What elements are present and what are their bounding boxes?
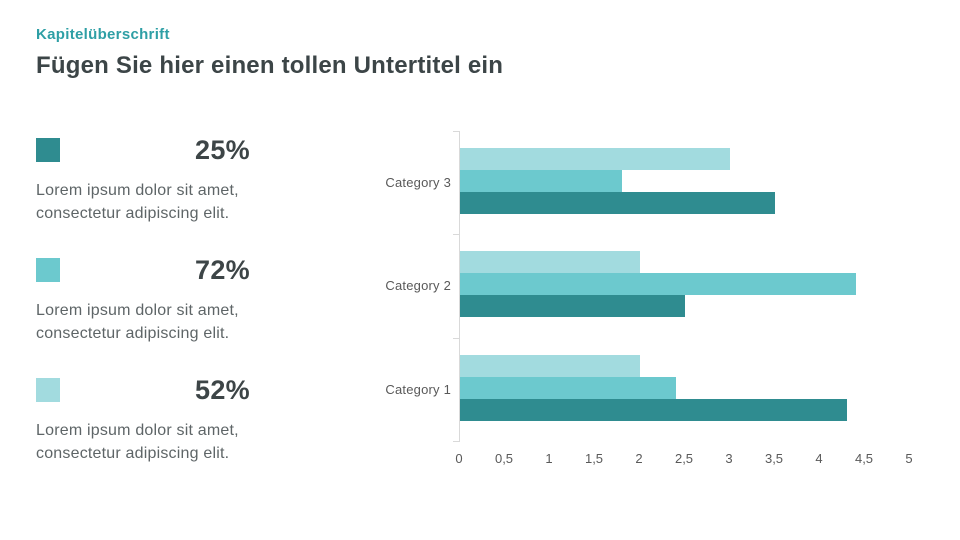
category-band: Category 1 bbox=[370, 338, 940, 441]
category-label: Category 3 bbox=[385, 175, 451, 190]
bar-series-light bbox=[460, 355, 640, 377]
category-band: Category 3 bbox=[370, 131, 940, 234]
stat-value: 25% bbox=[195, 135, 250, 165]
stat-description: Lorem ipsum dolor sit amet, consectetur … bbox=[36, 422, 239, 462]
bar-series-light bbox=[460, 251, 640, 273]
axis-tick-mark bbox=[453, 441, 460, 442]
value-axis-label: 2 bbox=[635, 451, 643, 466]
value-axis-label: 0 bbox=[455, 451, 463, 466]
value-axis-label: 4,5 bbox=[854, 451, 874, 466]
value-axis-label: 3 bbox=[725, 451, 733, 466]
axis-tick-mark bbox=[453, 131, 460, 132]
stat-description: Lorem ipsum dolor sit amet, consectetur … bbox=[36, 182, 239, 222]
stat-head: 25% bbox=[36, 135, 250, 165]
category-label: Category 1 bbox=[385, 382, 451, 397]
axis-tick-mark bbox=[453, 338, 460, 339]
chapter-heading: Kapitelüberschrift bbox=[36, 26, 170, 43]
value-axis-label: 1 bbox=[545, 451, 553, 466]
value-axis-label: 1,5 bbox=[584, 451, 604, 466]
bar-series-medium bbox=[460, 170, 622, 192]
bar-series-medium bbox=[460, 273, 856, 295]
stat-block-1: 25% Lorem ipsum dolor sit amet, consectet… bbox=[36, 135, 250, 225]
bar-series-medium bbox=[460, 377, 676, 399]
bar-series-dark bbox=[460, 192, 775, 214]
stat-value: 52% bbox=[195, 375, 250, 405]
stat-value: 72% bbox=[195, 255, 250, 285]
stat-head: 52% bbox=[36, 375, 250, 405]
stat-head: 72% bbox=[36, 255, 250, 285]
bar-series-light bbox=[460, 148, 730, 170]
value-axis-label: 4 bbox=[815, 451, 823, 466]
stat-description: Lorem ipsum dolor sit amet, consectetur … bbox=[36, 302, 239, 342]
bar-chart: Category 3 Category 2 Category 1 0 0,5 1 1,5 2 2… bbox=[370, 131, 940, 476]
axis-tick-mark bbox=[453, 234, 460, 235]
category-label: Category 2 bbox=[385, 278, 451, 293]
stat-block-3: 52% Lorem ipsum dolor sit amet, consectet… bbox=[36, 375, 250, 465]
value-axis-label: 0,5 bbox=[494, 451, 514, 466]
bar-series-dark bbox=[460, 399, 847, 421]
value-axis-label: 2,5 bbox=[674, 451, 694, 466]
bar-series-dark bbox=[460, 295, 685, 317]
page-title: Fügen Sie hier einen tollen Untertitel e… bbox=[36, 52, 504, 79]
stat-block-2: 72% Lorem ipsum dolor sit amet, consectet… bbox=[36, 255, 250, 345]
stat-color-swatch bbox=[36, 378, 60, 402]
category-band: Category 2 bbox=[370, 234, 940, 337]
category-axis-line bbox=[459, 131, 460, 441]
stat-color-swatch bbox=[36, 138, 60, 162]
value-axis-label: 5 bbox=[905, 451, 913, 466]
value-axis-label: 3,5 bbox=[764, 451, 784, 466]
stat-color-swatch bbox=[36, 258, 60, 282]
